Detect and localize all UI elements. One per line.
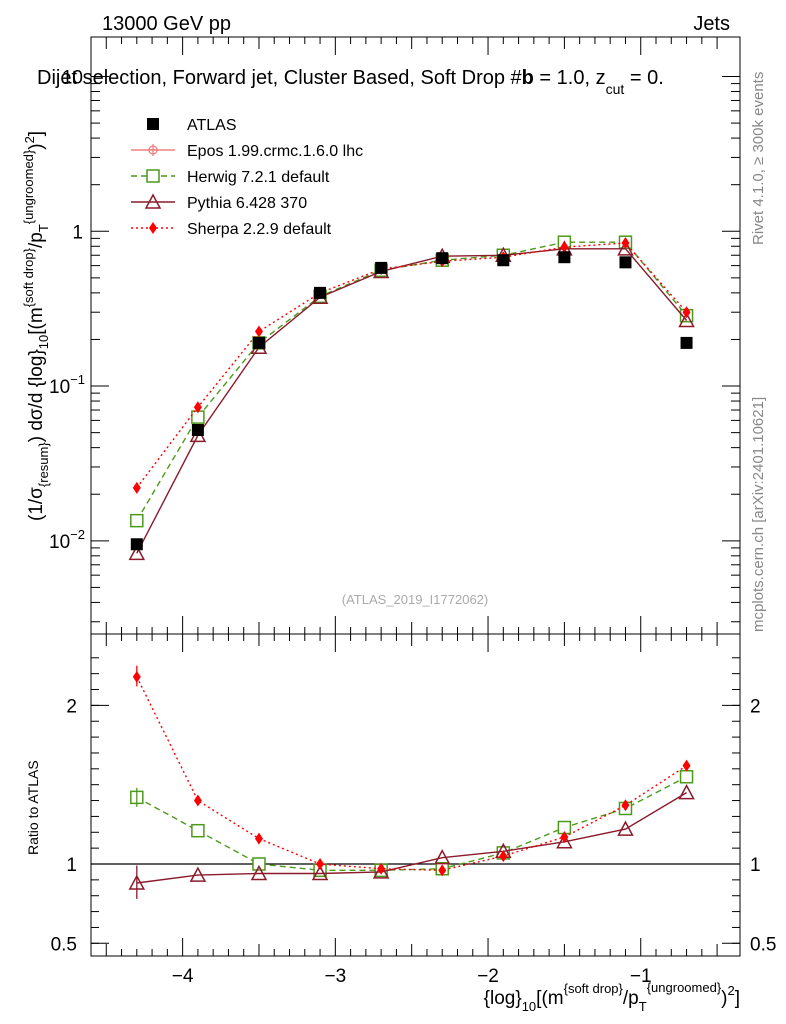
x-axis-label: {log}10[(m{soft drop}/pT{ungroomed})2] (484, 980, 740, 1014)
header-left: 13000 GeV pp (102, 13, 231, 35)
main-y-axis-label: (1/σ{resum}) dσ/d {log}10[(m{soft drop}/… (21, 131, 51, 521)
series-group (128, 235, 695, 899)
legend-sherpa-marker (149, 222, 157, 234)
ratio-plot-frame (90, 633, 741, 957)
main-herwig-line (136, 241, 688, 521)
mcplots-label: mcplots.cern.ch [arXiv:2401.10621] (750, 397, 767, 632)
main-atlas-point (619, 256, 632, 269)
ratio-pythia-point (678, 784, 695, 800)
ratio-sherpa-point (682, 759, 691, 772)
ratio-sherpa-point (377, 862, 386, 875)
main-sherpa-point (254, 325, 263, 338)
ratio-pythia-point (372, 863, 390, 879)
ratio-pythia-point (556, 833, 573, 849)
selection-beta: b (522, 67, 534, 89)
main-atlas-point (252, 336, 265, 349)
ratio-y-tick-label-right: 0.5 (750, 934, 776, 955)
legend-atlas-marker (147, 118, 159, 130)
main-sherpa-point (621, 236, 630, 249)
x-tick-label: −2 (477, 966, 499, 987)
ratio-y-tick-label: 0.5 (51, 934, 77, 955)
ratio-sherpa-line (136, 676, 687, 872)
legend-atlas-label: ATLAS (187, 117, 237, 134)
ratio-pythia-point (617, 820, 634, 836)
legend-herwig-label: Herwig 7.2.1 default (187, 169, 330, 186)
x-tick-label: −3 (324, 966, 346, 987)
ratio-herwig-line (136, 776, 687, 871)
x-tick-label: −1 (630, 966, 652, 987)
main-y-tick-label: 1 (72, 222, 83, 243)
selection-main: Dijet selection, Forward jet, Cluster Ba… (37, 67, 523, 89)
selection-title: Dijet selection, Forward jet, Cluster Ba… (37, 67, 664, 97)
watermark: (ATLAS_2019_I1772062) (342, 592, 488, 607)
legend-epos-marker (147, 144, 159, 156)
main-atlas-point (680, 336, 693, 349)
ratio-y-tick-label: 1 (66, 855, 77, 876)
ratio-y-tick-label-right: 2 (750, 696, 761, 717)
ratio-sherpa-point (560, 831, 569, 844)
selection-eq: = 1.0, z (534, 67, 606, 89)
ratio-pythia-point (250, 864, 268, 881)
legend-epos-label: Epos 1.99.crmc.1.6.0 lhc (187, 143, 363, 160)
ratio-sherpa-point (621, 799, 630, 812)
rivet-label: Rivet 4.1.0, ≥ 300k events (750, 72, 767, 245)
main-atlas-point (375, 261, 388, 274)
ratio-herwig-point (191, 823, 205, 838)
main-sherpa-point (560, 241, 569, 254)
ratio-y-axis-label: Ratio to ATLAS (25, 760, 41, 855)
legend: ATLAS Epos 1.99.crmc.1.6.0 lhc Herwig 7.2.… (131, 117, 363, 238)
main-herwig-point (130, 513, 144, 528)
legend-herwig-marker (146, 169, 160, 183)
ratio-herwig-point (252, 857, 266, 871)
ratio-y-tick-label-right: 1 (750, 855, 761, 876)
main-atlas-point (191, 424, 204, 437)
ratio-sherpa-point (316, 858, 325, 870)
ratio-pythia-point (433, 849, 451, 865)
ratio-pythia-point (311, 864, 329, 881)
axes-group: 10−2 10−1 1 10 −4 −3 −2 −1 0.5 0.5 1 1 2 2 (49, 37, 776, 987)
legend-pythia-marker (144, 193, 162, 209)
main-y-tick-label: 10−2 (49, 527, 85, 553)
legend-sherpa-label: Sherpa 2.2.9 default (187, 221, 332, 238)
ratio-sherpa-point (438, 864, 447, 877)
main-sherpa-point (193, 401, 202, 414)
main-pythia-point (617, 240, 634, 256)
ratio-sherpa-point (499, 850, 508, 863)
ratio-herwig-point (679, 770, 694, 784)
main-sherpa-line (136, 242, 688, 489)
selection-end: = 0. (624, 67, 663, 89)
header-right: Jets (693, 13, 730, 35)
ratio-pythia-line (136, 791, 687, 884)
main-atlas-point (436, 252, 449, 265)
main-y-tick-label: 10 (62, 68, 83, 89)
main-atlas-point (130, 538, 143, 551)
main-y-tick-label: 10−1 (49, 372, 85, 398)
legend-pythia-label: Pythia 6.428 370 (187, 195, 307, 212)
main-atlas-point (558, 251, 571, 264)
selection-sub: cut (606, 81, 625, 97)
ratio-pythia-point (189, 866, 207, 882)
ratio-y-tick-label: 2 (66, 696, 77, 717)
main-sherpa-point (682, 306, 691, 319)
main-sherpa-point (132, 481, 141, 494)
main-atlas-point (497, 254, 510, 267)
main-pythia-line (136, 248, 688, 554)
main-pythia-point (678, 311, 695, 328)
main-atlas-point (314, 286, 327, 299)
ratio-sherpa-point (193, 794, 202, 807)
x-tick-label: −4 (172, 966, 194, 987)
main-pythia-point (128, 544, 146, 561)
ratio-sherpa-point (254, 832, 263, 845)
